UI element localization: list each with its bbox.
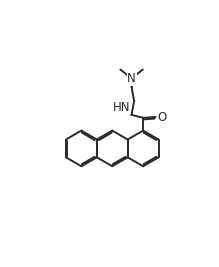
Text: HN: HN	[113, 101, 130, 114]
Text: O: O	[157, 111, 167, 124]
Text: N: N	[127, 72, 136, 85]
